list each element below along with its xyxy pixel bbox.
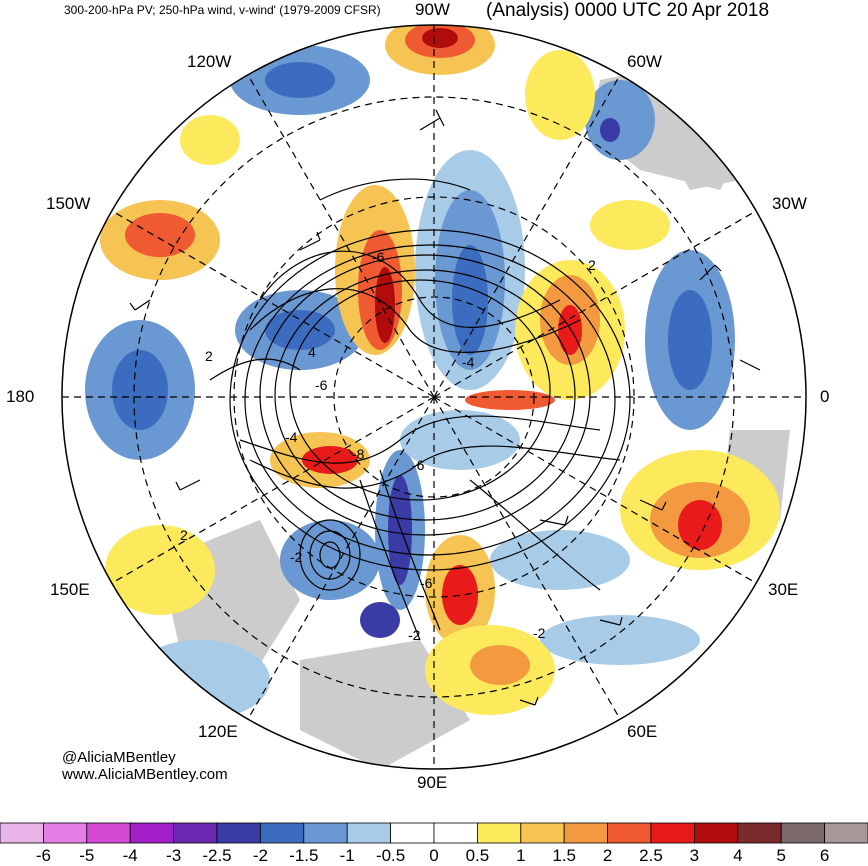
lon-label-120e: 120E bbox=[198, 722, 238, 741]
contour-label: 2 bbox=[205, 348, 213, 364]
contour-label: -4 bbox=[462, 354, 475, 370]
colorbar-tick-label: -4 bbox=[122, 846, 138, 865]
colorbar-tick-label: -5 bbox=[79, 846, 95, 865]
contour-label: -6 bbox=[372, 249, 385, 265]
contour-label: -6 bbox=[315, 377, 328, 393]
colorbar-swatch bbox=[607, 822, 652, 844]
colorbar-swatch bbox=[476, 822, 522, 844]
title-right: (Analysis) 0000 UTC 20 Apr 2018 bbox=[486, 0, 770, 21]
colorbar-swatch bbox=[433, 822, 478, 844]
colorbar-swatch bbox=[303, 822, 348, 844]
contour-label: 2 bbox=[588, 257, 596, 273]
map-disk bbox=[62, 25, 806, 769]
credit-site: www.AliciaMBentley.com bbox=[62, 766, 228, 783]
colorbar-tick-label: 1 bbox=[516, 846, 526, 865]
colorbar-tick-label: 4 bbox=[733, 846, 743, 865]
lat-lon-grid bbox=[62, 25, 806, 769]
positive-anomaly-shading bbox=[100, 25, 780, 715]
colorbar-swatch bbox=[43, 822, 88, 844]
lon-label-150e: 150E bbox=[50, 580, 90, 599]
lon-label-90w: 90W bbox=[415, 0, 450, 19]
colorbar-swatch bbox=[346, 822, 392, 844]
contour-label-group: -6 2 2 4 -4 -6 -6 -8 -4 2 -2 -6 -2 -2 bbox=[180, 249, 596, 643]
contour-label: -6 bbox=[412, 457, 425, 473]
colorbar-tick-label: -6 bbox=[35, 846, 51, 865]
colorbar-tick-label: -0.5 bbox=[375, 846, 406, 865]
colorbar-swatch bbox=[216, 822, 261, 844]
contour-label: -2 bbox=[290, 549, 303, 565]
colorbar-swatch bbox=[694, 822, 739, 844]
colorbar-swatch bbox=[259, 822, 305, 844]
contour-label: -8 bbox=[352, 446, 365, 462]
pv-contours bbox=[209, 178, 631, 641]
colorbar-swatch bbox=[737, 822, 782, 844]
contour-label: 4 bbox=[308, 344, 316, 360]
lon-label-90e: 90E bbox=[417, 773, 448, 792]
colorbar-tick-label: -1 bbox=[339, 846, 355, 865]
colorbar-tick-label: -3 bbox=[166, 846, 182, 865]
lon-label-120w: 120W bbox=[187, 52, 232, 71]
colorbar-swatch bbox=[390, 822, 435, 844]
colorbar-swatch bbox=[650, 822, 695, 844]
colorbar bbox=[0, 822, 868, 844]
negative-anomaly-shading bbox=[85, 45, 735, 720]
colorbar-tick-label: 2 bbox=[602, 846, 613, 865]
colorbar-swatch bbox=[520, 822, 565, 844]
lon-label-150w: 150W bbox=[46, 194, 91, 213]
colorbar-swatch bbox=[824, 822, 868, 844]
contour-label: -2 bbox=[533, 625, 546, 641]
colorbar-tick-label: -2 bbox=[252, 846, 268, 865]
colorbar-swatch bbox=[780, 822, 826, 844]
colorbar-tick-label: 0 bbox=[429, 846, 439, 865]
wind-barbs bbox=[129, 109, 761, 706]
colorbar-tick-label: 5 bbox=[776, 846, 786, 865]
lon-label-30e: 30E bbox=[768, 580, 799, 599]
colorbar-tick-label: 0.5 bbox=[465, 846, 490, 865]
lon-label-180: 180 bbox=[6, 387, 35, 406]
colorbar-swatch bbox=[563, 822, 609, 844]
colorbar-tick-label: 2.5 bbox=[639, 846, 663, 865]
lon-label-60w: 60W bbox=[627, 52, 662, 71]
colorbar-swatch bbox=[173, 822, 218, 844]
colorbar-swatch bbox=[0, 822, 44, 844]
lon-label-0: 0 bbox=[820, 387, 830, 406]
colorbar-tick-label: -1.5 bbox=[289, 846, 319, 865]
credit-handle: @AliciaMBentley bbox=[62, 749, 176, 766]
colorbar-tick-label: 6 bbox=[819, 846, 830, 865]
colorbar-tick-label: 1.5 bbox=[552, 846, 576, 865]
contour-label: 2 bbox=[180, 527, 188, 543]
lon-label-60e: 60E bbox=[627, 722, 658, 741]
map-border bbox=[61, 24, 807, 770]
colorbar-tick-label: -2.5 bbox=[202, 846, 232, 865]
colorbar-swatch bbox=[129, 822, 174, 844]
contour-label: -2 bbox=[408, 627, 421, 643]
contour-label: -4 bbox=[285, 429, 298, 445]
title-left: 300-200-hPa PV; 250-hPa wind, v-wind' (1… bbox=[64, 3, 381, 17]
contour-label: -6 bbox=[420, 575, 433, 591]
colorbar-tick-label: 3 bbox=[689, 846, 700, 865]
lon-label-30w: 30W bbox=[772, 194, 807, 213]
colorbar-swatch bbox=[86, 822, 131, 844]
